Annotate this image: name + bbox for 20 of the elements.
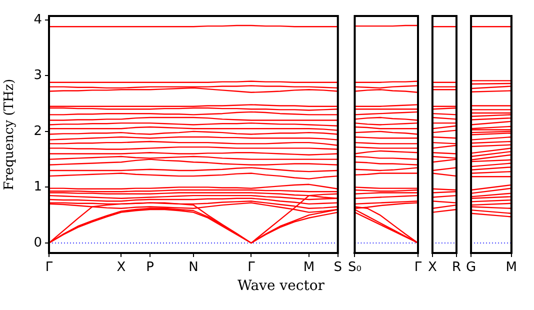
x-tick-label: Γ bbox=[414, 260, 422, 276]
x-tick-label: X bbox=[428, 260, 437, 276]
x-tick-label: R bbox=[452, 260, 462, 276]
x-axis-title: Wave vector bbox=[236, 278, 326, 294]
x-tick-label: M bbox=[303, 260, 315, 276]
x-tick-label: Γ bbox=[45, 260, 54, 276]
x-tick-label: N bbox=[188, 260, 198, 276]
x-tick-label: S₀ bbox=[348, 260, 362, 276]
x-tick-label: G bbox=[466, 260, 476, 276]
x-tick-label: S bbox=[334, 260, 342, 276]
y-tick-label: 2 bbox=[34, 124, 42, 139]
y-tick-label: 3 bbox=[34, 68, 42, 84]
y-axis-title: Frequency (THz) bbox=[2, 78, 18, 190]
y-tick-label: 1 bbox=[34, 180, 42, 195]
x-tick-label: M bbox=[506, 260, 517, 276]
x-tick-label: P bbox=[146, 260, 154, 276]
y-tick-label: 0 bbox=[34, 235, 42, 250]
x-tick-label: X bbox=[116, 260, 126, 276]
x-tick-label: Γ bbox=[248, 260, 256, 276]
y-tick-label: 4 bbox=[34, 12, 42, 28]
